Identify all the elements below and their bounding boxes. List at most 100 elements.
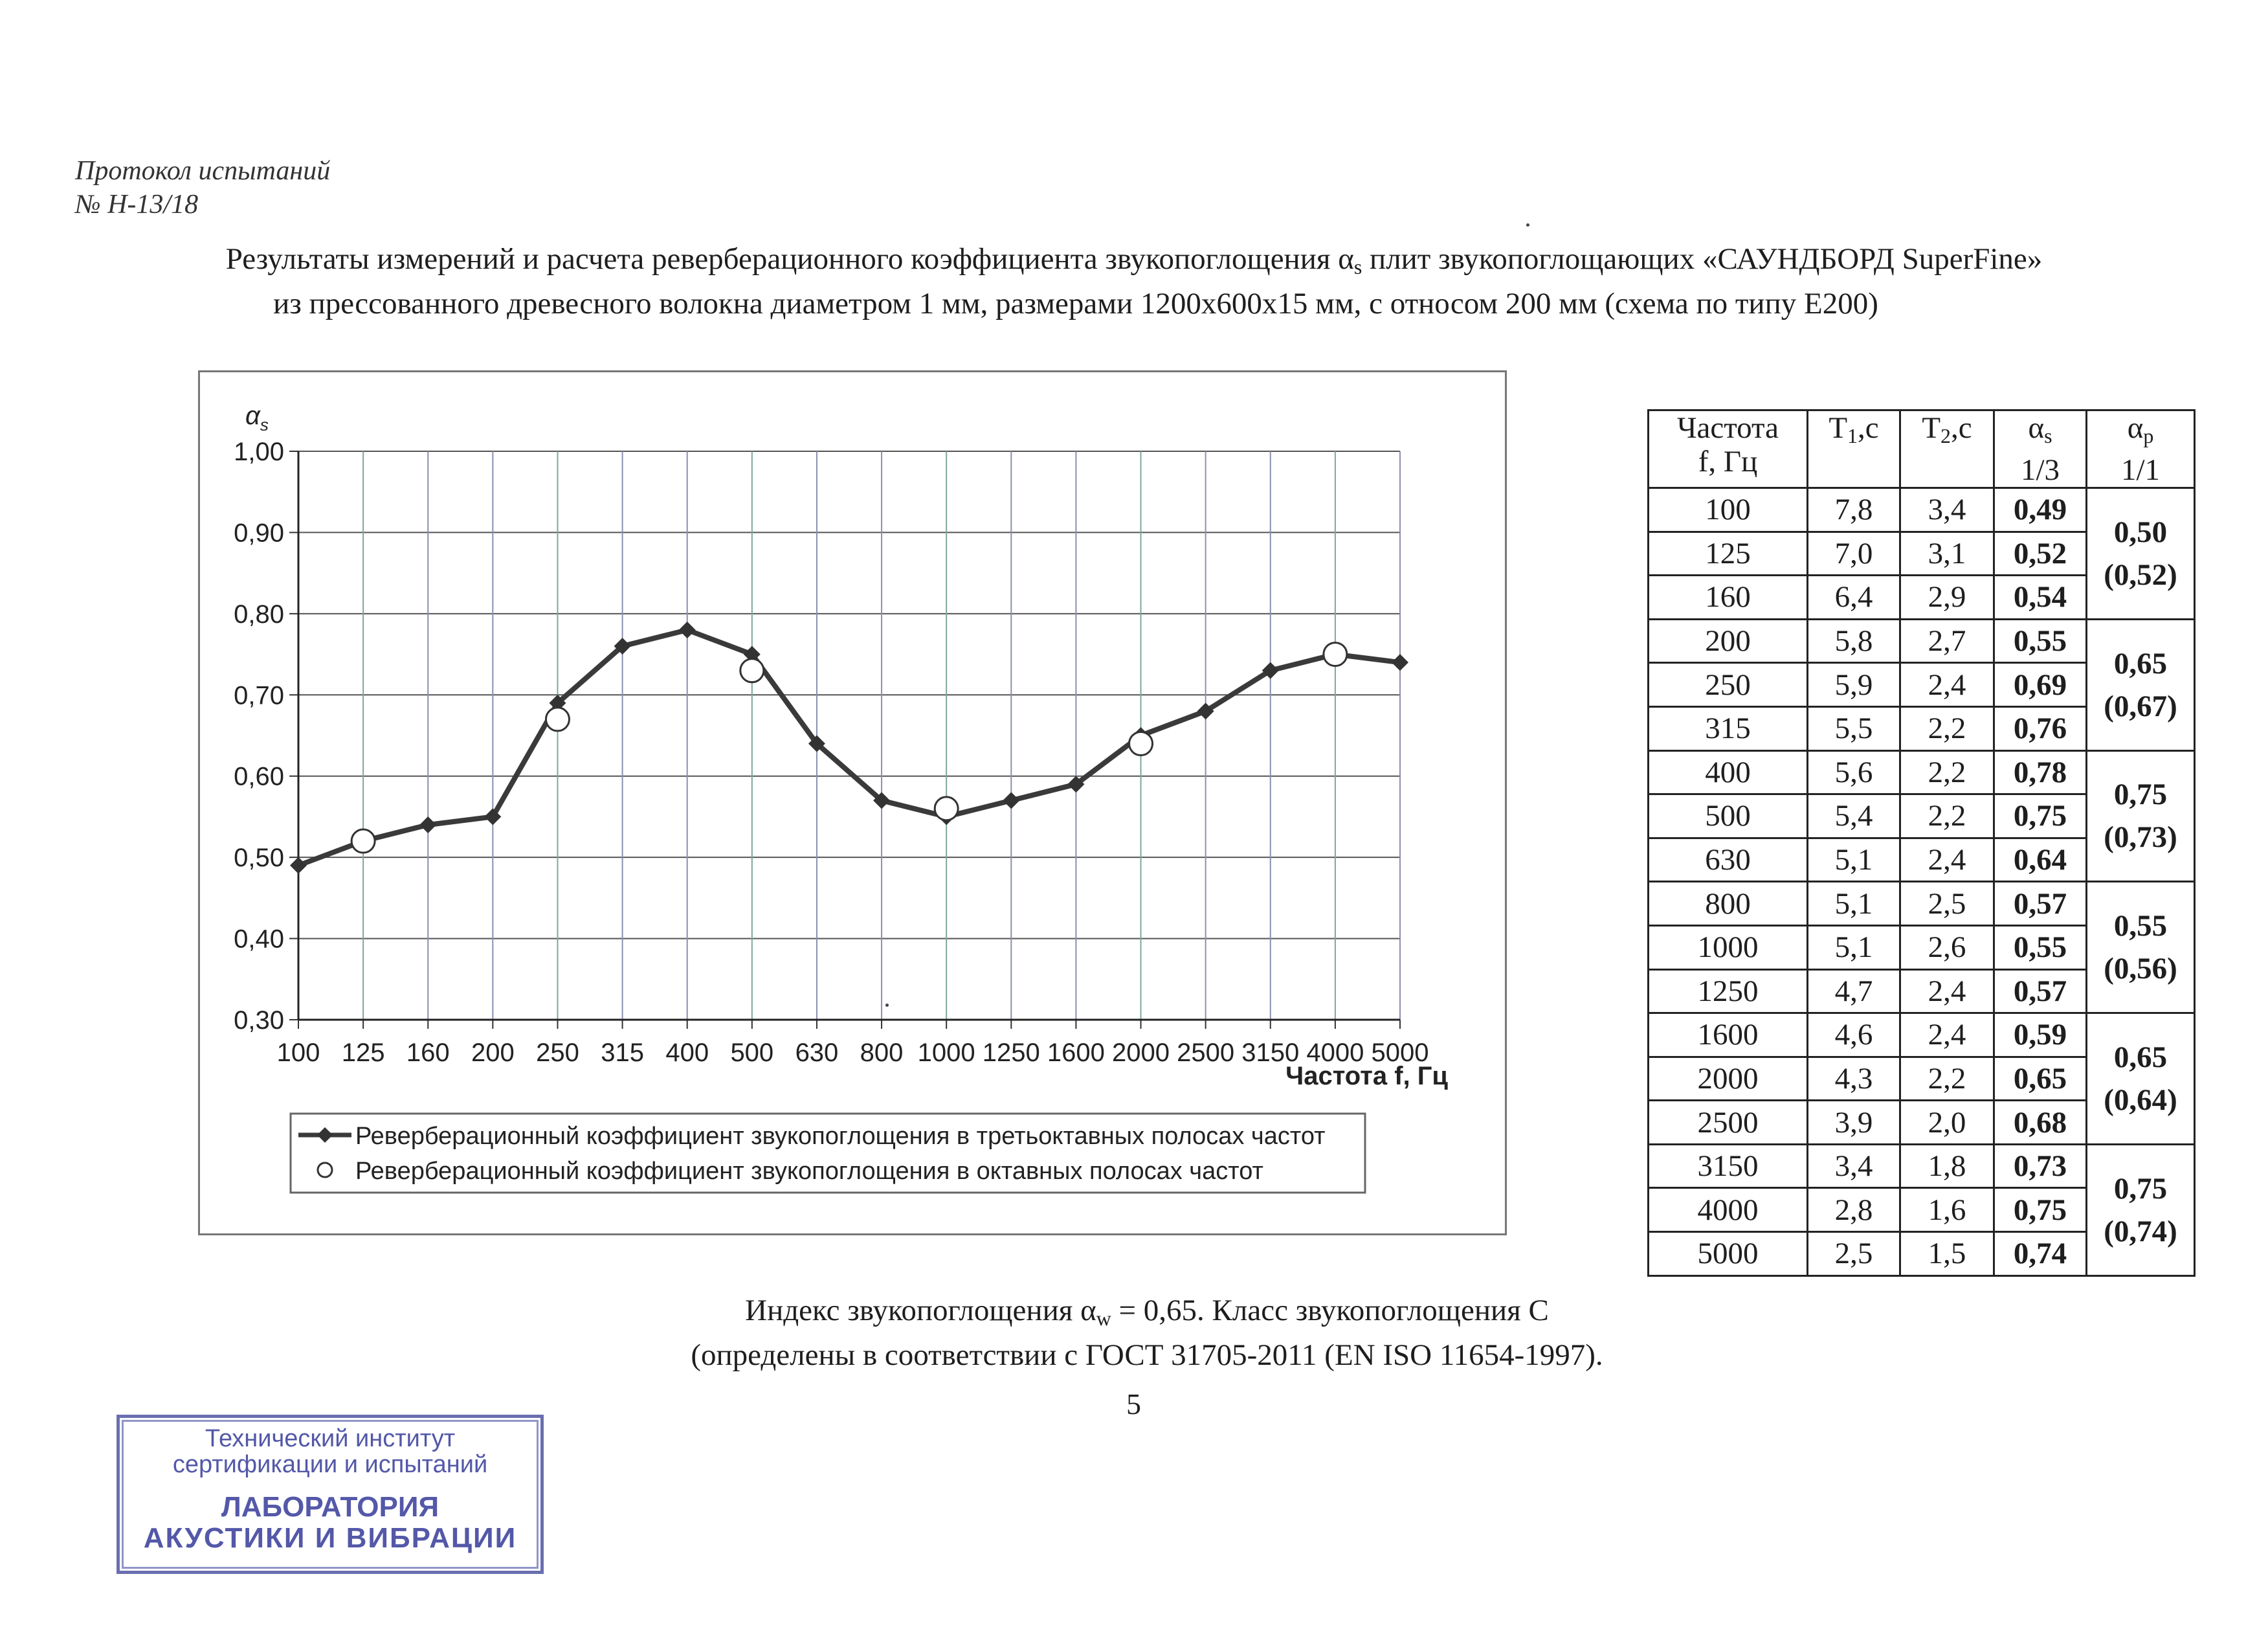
freq-cell: 5000 (1647, 1231, 1808, 1277)
x-tick-label: 200 (471, 1039, 515, 1067)
octave-point (544, 706, 570, 732)
alpha-s-cell: 0,64 (1993, 837, 2087, 883)
t2-cell: 2,5 (1899, 881, 1995, 927)
table-row: 1600 4,6 2,4 0,59 0,65 (0,64) (1647, 1012, 2196, 1145)
table-header-cell: Частота f, Гц (1647, 409, 1808, 489)
t1-cell: 5,6 (1807, 749, 1901, 796)
chart-frame: 0,30 0,40 0,50 0,60 0,70 0,80 0,90 1,00 100 125 16… (198, 370, 1507, 1235)
octave-point (1128, 731, 1154, 757)
third-octave-point (549, 694, 566, 712)
t1-cell: 6,4 (1807, 574, 1901, 620)
y-tick-label: 0,90 (234, 519, 284, 547)
t2-cell: 2,4 (1899, 1012, 1995, 1058)
legend-label-third-octave: Реверберационный коэффициент звукопоглощ… (355, 1123, 1326, 1150)
t1-cell: 2,5 (1807, 1231, 1901, 1277)
index-subscript: w (1096, 1307, 1111, 1330)
stamp-line-3: ЛАБОРАТОРИЯ (221, 1491, 439, 1523)
third-octave-point (873, 792, 891, 809)
table-row: 400 5,6 2,2 0,78 0,75 (0,73) (1647, 749, 2196, 883)
x-tick-label: 125 (342, 1039, 385, 1067)
third-octave-point (1392, 654, 1408, 671)
alpha-s-cell: 0,76 (1993, 705, 2087, 752)
protocol-header: Протокол испытаний № Н-13/18 (75, 154, 330, 221)
alpha-s-cell: 0,55 (1993, 618, 2087, 664)
page-number: 5 (1126, 1387, 1141, 1421)
t2-cell: 1,6 (1899, 1187, 1995, 1233)
third-octave-point (1197, 702, 1214, 720)
t1-cell: 5,1 (1807, 837, 1901, 883)
table-row: 100 7,8 3,4 0,49 0,50 (0,52) (1647, 486, 2196, 620)
legend-label-octave: Реверберационный коэффициент звукопоглощ… (355, 1158, 1263, 1185)
table-row: 500 5,4 2,2 0,75 (1647, 793, 2195, 839)
caption-line-2: из прессованного древесного волокна диам… (273, 286, 1878, 320)
third-octave-point (1262, 662, 1279, 679)
alpha-s-cell: 0,75 (1993, 793, 2087, 839)
index-text: Индекс звукопоглощения α (745, 1294, 1096, 1327)
t1-cell: 5,4 (1807, 793, 1901, 839)
t1-cell: 5,9 (1807, 662, 1901, 708)
alpha-s-cell: 0,73 (1993, 1143, 2087, 1189)
t2-cell: 1,8 (1899, 1143, 1995, 1189)
table-row: 800 5,1 2,5 0,57 0,55 (0,56) (1647, 881, 2196, 1015)
table-row: 5000 2,5 1,5 0,74 (1647, 1231, 2195, 1277)
caption-text: Результаты измерений и расчета ревербера… (225, 242, 1354, 276)
x-tick-label: 2000 (1112, 1039, 1170, 1067)
y-tick-label: 0,80 (234, 600, 284, 629)
freq-cell: 100 (1647, 486, 1808, 533)
t2-cell: 2,6 (1899, 924, 1995, 971)
legend-box (289, 1112, 1366, 1194)
freq-cell: 2500 (1647, 1099, 1808, 1145)
freq-cell: 2000 (1647, 1055, 1808, 1102)
freq-cell: 1000 (1647, 924, 1808, 971)
third-octave-point (743, 646, 761, 663)
freq-cell: 160 (1647, 574, 1808, 620)
index-text-end: = 0,65. Класс звукопоглощения С (1111, 1294, 1549, 1327)
alpha-s-cell: 0,75 (1993, 1187, 2087, 1233)
caption-line-1: Результаты измерений и расчета ревербера… (0, 241, 2268, 286)
caption-subscript: s (1353, 255, 1362, 278)
t2-cell: 2,2 (1899, 749, 1995, 796)
alpha-s-cell: 0,68 (1993, 1099, 2087, 1145)
table-header-cell: αs 1/3 (1993, 409, 2087, 489)
table-header-row: Частота f, Гц T1,c T2,c αs 1/3 αp 1/1 (1647, 409, 2196, 489)
table-row: 160 6,4 2,9 0,54 (1647, 574, 2195, 620)
t1-cell: 3,9 (1807, 1099, 1901, 1145)
third-octave-point (808, 735, 825, 752)
freq-cell: 1600 (1647, 1012, 1808, 1058)
stamp-line-4: АКУСТИКИ И ВИБРАЦИИ (143, 1522, 517, 1554)
x-tick-label: 800 (860, 1039, 904, 1067)
t1-cell: 7,8 (1807, 486, 1901, 533)
freq-cell: 500 (1647, 793, 1808, 839)
third-octave-point (614, 638, 631, 655)
t2-cell: 2,2 (1899, 793, 1995, 839)
t2-cell: 3,1 (1899, 530, 1995, 577)
third-octave-point (484, 808, 502, 826)
alpha-s-cell: 0,54 (1993, 574, 2087, 620)
t2-cell: 2,2 (1899, 705, 1995, 752)
table-row: 1250 4,7 2,4 0,57 (1647, 968, 2195, 1015)
alpha-p-cell: 0,65 (0,67) (2085, 618, 2196, 752)
laboratory-stamp: Технический институт сертификации и испы… (117, 1415, 544, 1574)
t2-cell: 2,7 (1899, 618, 1995, 664)
x-tick-label: 400 (665, 1039, 709, 1067)
x-tick-label: 5000 (1372, 1039, 1429, 1067)
x-tick-label: 4000 (1306, 1039, 1364, 1067)
alpha-s-cell: 0,57 (1993, 881, 2087, 927)
alpha-s-cell: 0,55 (1993, 924, 2087, 971)
table-row: 2500 3,9 2,0 0,68 (1647, 1099, 2195, 1145)
t1-cell: 5,5 (1807, 705, 1901, 752)
table-row: 200 5,8 2,7 0,55 0,65 (0,67) (1647, 618, 2196, 752)
alpha-s-cell: 0,52 (1993, 530, 2087, 577)
t1-cell: 4,7 (1807, 968, 1901, 1015)
y-tick-label: 0,50 (234, 844, 284, 872)
t2-cell: 2,9 (1899, 574, 1995, 620)
freq-cell: 400 (1647, 749, 1808, 796)
t1-cell: 3,4 (1807, 1143, 1901, 1189)
stamp-line-2: сертификации и испытаний (172, 1451, 488, 1478)
freq-cell: 200 (1647, 618, 1808, 664)
stamp-line-1: Технический институт (205, 1425, 456, 1452)
table-row: 630 5,1 2,4 0,64 (1647, 837, 2195, 883)
t2-cell: 2,4 (1899, 837, 1995, 883)
legend-circle-marker (317, 1162, 333, 1178)
table-row: 315 5,5 2,2 0,76 (1647, 705, 2195, 752)
